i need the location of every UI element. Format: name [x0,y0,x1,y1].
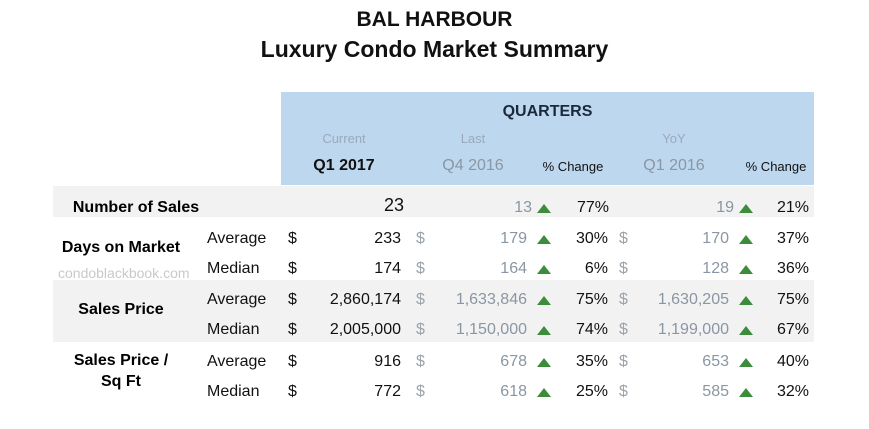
up-arrow-icon [739,204,753,213]
up-arrow-icon [537,204,551,213]
psf-med-last-symbol: $ [416,383,425,400]
psf-med-current: 772 [374,383,401,400]
sales-yoy-pct: 21% [776,199,809,216]
up-arrow-icon [537,265,551,274]
psf-med-last-pct: 25% [575,383,608,400]
price-med-yoy-pct: 67% [776,321,809,338]
price-avg-yoy-pct: 75% [776,291,809,308]
up-arrow-icon [537,235,551,244]
current-period: Q1 2017 [313,157,375,174]
psf-avg-last: 678 [500,353,527,370]
psf-med-label: Median [207,383,260,400]
yoy-period: Q1 2016 [643,157,705,174]
dom-med-yoy-pct: 36% [776,260,809,277]
dom-med-last-pct: 6% [584,260,608,277]
price-row-label: Sales Price [78,301,164,318]
price-med-current: 2,005,000 [329,321,401,338]
dom-avg-yoy: 170 [702,230,729,247]
current-label: Current [322,131,366,146]
quarters-header [281,92,814,185]
sales-yoy: 19 [716,199,734,216]
dom-avg-current: 233 [374,230,401,247]
price-avg-label: Average [207,291,267,308]
quarters-heading: QUARTERS [502,103,593,120]
psf-med-yoy-pct: 32% [776,383,809,400]
psf-row-label-line2: Sq Ft [101,373,141,390]
up-arrow-icon [537,326,551,335]
price-med-cur-symbol: $ [288,321,297,338]
price-med-last-symbol: $ [416,321,425,338]
psf-avg-yoy: 653 [702,353,729,370]
last-label: Last [460,131,486,146]
psf-row-label-line1: Sales Price / [73,352,169,369]
up-arrow-icon [537,388,551,397]
dom-row-label: Days on Market [61,239,181,256]
up-arrow-icon [537,358,551,367]
psf-avg-current: 916 [374,353,401,370]
watermark: condoblackbook.com [58,265,190,281]
dom-avg-cur-symbol: $ [288,230,297,247]
price-avg-current: 2,860,174 [329,291,401,308]
yoy-label: YoY [662,131,686,146]
dom-med-yoy-symbol: $ [619,260,628,277]
psf-med-yoy: 585 [702,383,729,400]
dom-avg-last-pct: 30% [575,230,608,247]
last-pct-change-header: % Change [542,159,604,174]
price-avg-yoy: 1,630,205 [657,291,729,308]
psf-avg-last-symbol: $ [416,353,425,370]
psf-med-cur-symbol: $ [288,383,297,400]
report-title: BAL HARBOUR [356,8,513,31]
dom-med-cur-symbol: $ [288,260,297,277]
dom-med-yoy: 128 [702,260,729,277]
last-period: Q4 2016 [442,157,504,174]
up-arrow-icon [739,358,753,367]
price-avg-last-pct: 75% [575,291,608,308]
psf-avg-cur-symbol: $ [288,353,297,370]
psf-avg-label: Average [207,353,267,370]
sales-row-label: Number of Sales [72,199,200,216]
price-row-band [53,280,814,342]
dom-avg-last-symbol: $ [416,230,425,247]
price-avg-last: 1,633,846 [455,291,527,308]
psf-avg-yoy-pct: 40% [776,353,809,370]
dom-med-last: 164 [500,260,527,277]
price-med-last-pct: 74% [575,321,608,338]
dom-med-label: Median [207,260,260,277]
psf-med-last: 618 [500,383,527,400]
dom-med-current: 174 [374,260,401,277]
yoy-pct-change-header: % Change [745,159,807,174]
sales-last-pct: 77% [576,199,609,216]
price-med-last: 1,150,000 [455,321,527,338]
up-arrow-icon [537,296,551,305]
dom-avg-yoy-symbol: $ [619,230,628,247]
price-med-label: Median [207,321,260,338]
price-med-yoy-symbol: $ [619,321,628,338]
dom-avg-last: 179 [500,230,527,247]
up-arrow-icon [739,326,753,335]
up-arrow-icon [739,235,753,244]
sales-row-band [53,186,814,217]
dom-avg-label: Average [207,230,267,247]
up-arrow-icon [739,265,753,274]
sales-last: 13 [514,199,532,216]
psf-avg-yoy-symbol: $ [619,353,628,370]
psf-med-yoy-symbol: $ [619,383,628,400]
dom-med-last-symbol: $ [416,260,425,277]
up-arrow-icon [739,388,753,397]
price-avg-yoy-symbol: $ [619,291,628,308]
sales-current: 23 [383,195,404,215]
report-subtitle: Luxury Condo Market Summary [260,36,609,62]
price-med-yoy: 1,199,000 [657,321,729,338]
up-arrow-icon [739,296,753,305]
price-avg-cur-symbol: $ [288,291,297,308]
dom-avg-yoy-pct: 37% [776,230,809,247]
psf-avg-last-pct: 35% [575,353,608,370]
price-avg-last-symbol: $ [416,291,425,308]
